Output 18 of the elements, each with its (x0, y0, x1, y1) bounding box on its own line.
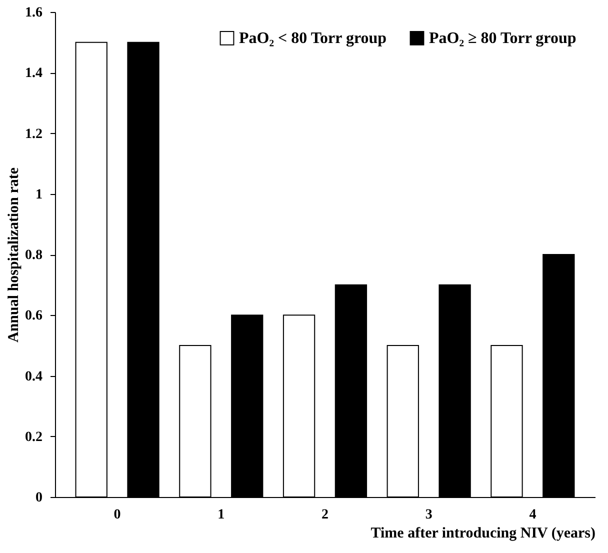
y-tick-label: 0.4 (25, 369, 42, 384)
y-tick-label: 1.4 (25, 66, 42, 82)
x-tick-label: 1 (218, 508, 225, 522)
x-axis-title: Time after introducing NIV (years) (370, 526, 596, 542)
x-tick-label: 0 (114, 508, 121, 522)
y-axis-title: Annual hospitalization rate (6, 167, 22, 343)
y-tick-label: 0.8 (25, 248, 42, 263)
x-tick-label: 3 (425, 508, 432, 522)
y-tick-label: 0.6 (25, 308, 42, 324)
y-tick-label: 1.2 (25, 126, 42, 142)
y-tick-label: 1 (36, 187, 42, 202)
y-tick-label: 0 (36, 490, 42, 506)
legend-label: PaO₂ < 80 Torr group (239, 30, 387, 48)
x-tick-label: 2 (322, 508, 328, 522)
x-tick-label: 4 (529, 508, 536, 522)
y-tick-label: 0.2 (25, 430, 42, 445)
legend-label: PaO₂ ≥ 80 Torr group (429, 30, 576, 48)
y-tick-label: 1.6 (25, 6, 42, 20)
